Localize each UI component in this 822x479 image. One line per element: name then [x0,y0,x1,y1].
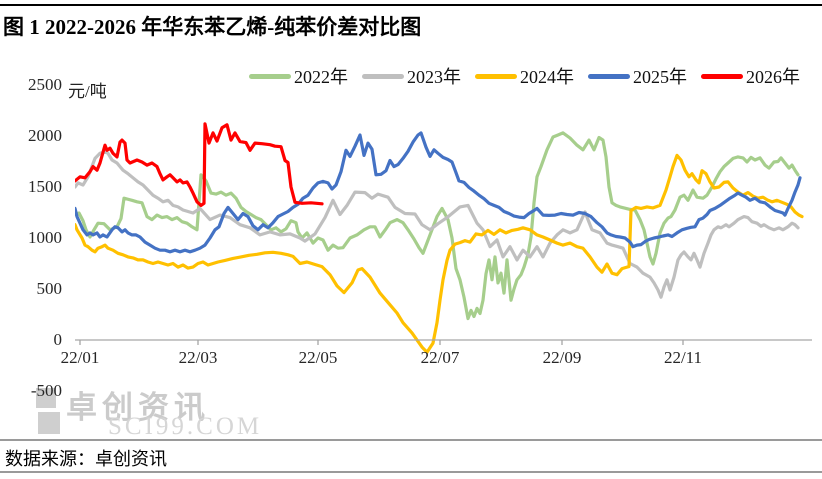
legend-item-2024年: 2024年 [475,63,574,89]
y-axis-label: 0 [53,330,63,349]
legend-label: 2023年 [407,67,461,87]
legend: 2022年 2023年 2024年 2025年 2026年 [249,63,800,89]
series-line-2023年 [75,150,800,299]
x-axis-label: 22/09 [542,348,582,367]
x-axis-label: 22/01 [60,348,100,367]
x-axis-label: 22/05 [298,348,338,367]
legend-item-2023年: 2023年 [362,63,461,89]
watermark-subtext: SCI99.COM [108,413,263,440]
chart-title: 图 1 2022-2026 年华东苯乙烯-纯苯价差对比图 [3,15,422,39]
x-axis-label: 22/11 [663,348,703,367]
bottom-rule [0,471,822,473]
watermark-logo-square [36,388,56,408]
watermark-text: 卓创资讯 [66,390,210,425]
watermark-logo-square [38,412,60,434]
legend-item-2025年: 2025年 [588,63,687,89]
y-axis-label: 1500 [28,177,62,196]
y-axis-label: 2000 [28,126,62,145]
source-note: 数据来源：卓创资讯 [5,449,167,469]
legend-label: 2022年 [294,67,348,87]
x-axis-label: 22/07 [420,348,460,367]
legend-swatch [588,73,630,79]
legend-item-2026年: 2026年 [701,63,800,89]
series-line-2026年 [75,122,324,208]
y-axis-label: -500 [30,381,62,400]
y-axis-label: 2500 [28,75,62,94]
y-axis-label: 1000 [28,228,62,247]
divider-rule [0,439,822,441]
legend-swatch [249,73,291,79]
y-axis-label: 500 [36,279,63,298]
top-rule [0,4,822,6]
legend-swatch [701,73,743,79]
legend-item-2022年: 2022年 [249,63,348,89]
legend-swatch [362,73,404,79]
series-plot [75,122,812,354]
series-line-2025年 [75,131,802,254]
plot-area: 卓创资讯 SCI99.COM 2500 2000 1500 1000 500 0 -500 … [0,55,822,440]
legend-label: 2024年 [520,67,574,87]
legend-swatch [475,73,517,79]
legend-label: 2025年 [633,67,687,87]
series-line-2024年 [75,153,804,354]
x-axis-label: 22/03 [178,348,218,367]
legend-label: 2026年 [746,67,800,87]
y-axis-unit-label: 元/吨 [68,82,107,101]
